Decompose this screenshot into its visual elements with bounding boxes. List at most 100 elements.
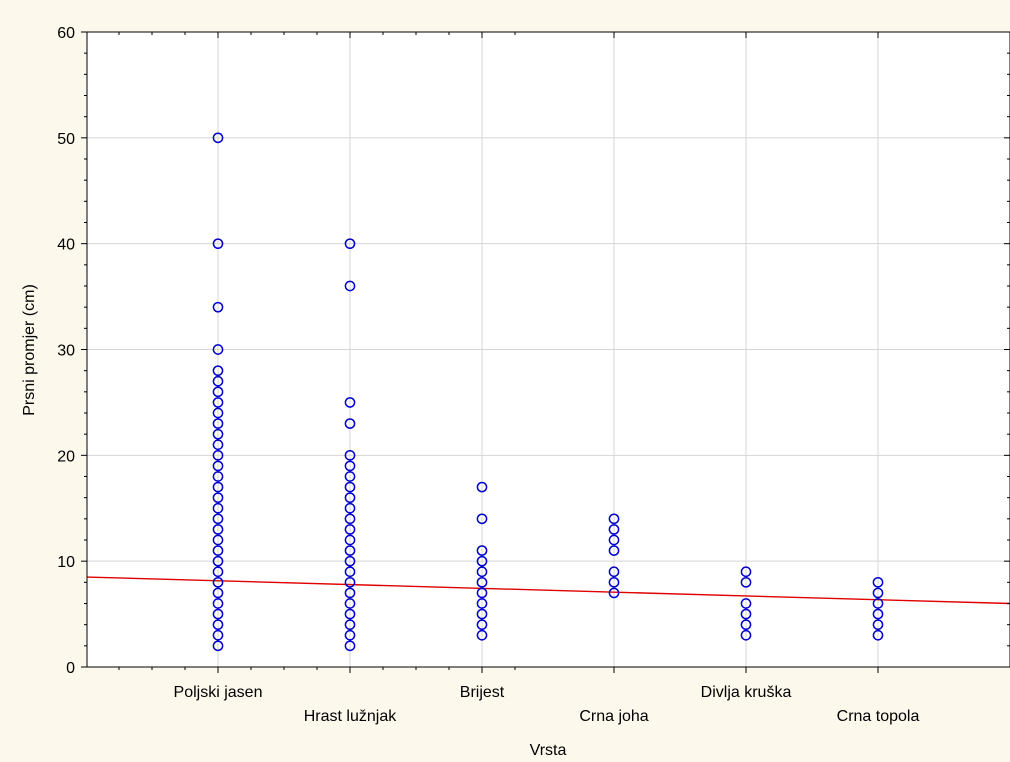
y-axis-title: Prsni promjer (cm) — [21, 284, 38, 416]
data-point — [212, 608, 224, 620]
data-point — [344, 545, 356, 556]
y-tick-label: 20 — [57, 448, 75, 465]
data-point — [344, 576, 356, 588]
data-point — [476, 481, 488, 493]
data-point — [344, 397, 356, 408]
data-point — [872, 598, 884, 609]
data-point — [608, 534, 620, 546]
data-point — [344, 481, 356, 493]
data-point — [344, 449, 356, 461]
data-points — [212, 132, 884, 652]
data-point — [212, 439, 224, 451]
data-point — [608, 524, 620, 535]
x-tick-label: Poljski jasen — [174, 684, 263, 701]
data-point — [212, 365, 224, 377]
data-point — [344, 502, 356, 514]
data-point — [344, 566, 356, 578]
data-point — [212, 449, 224, 461]
data-point — [212, 629, 224, 641]
x-axis-title: Vrsta — [530, 742, 567, 759]
data-point — [212, 132, 224, 144]
data-point — [212, 344, 224, 355]
data-point — [212, 555, 224, 567]
data-point — [212, 492, 224, 504]
data-point — [476, 608, 488, 620]
data-point — [476, 513, 488, 525]
y-tick-label: 40 — [57, 237, 75, 254]
data-point — [344, 418, 356, 429]
data-point — [344, 238, 356, 250]
x-tick-label: Crna joha — [579, 708, 648, 725]
data-point — [212, 534, 224, 546]
data-point — [344, 534, 356, 546]
trend-line — [86, 576, 1010, 605]
data-point — [212, 428, 224, 440]
data-point — [212, 524, 224, 535]
y-tick-label: 60 — [57, 25, 75, 42]
data-point — [344, 608, 356, 620]
data-point — [344, 280, 356, 292]
data-point — [344, 513, 356, 525]
data-point — [212, 619, 224, 631]
data-point — [344, 619, 356, 631]
data-point — [344, 471, 356, 482]
data-point — [212, 587, 224, 599]
data-point — [476, 555, 488, 567]
data-point — [212, 566, 224, 578]
data-point — [212, 386, 224, 398]
data-point — [344, 629, 356, 641]
x-tick-label: Crna topola — [837, 708, 920, 725]
y-tick-label: 10 — [57, 554, 75, 571]
data-point — [212, 471, 224, 482]
data-point — [212, 460, 224, 472]
data-point — [872, 576, 884, 588]
data-point — [344, 640, 356, 652]
data-point — [740, 608, 752, 620]
y-tick-label: 50 — [57, 131, 75, 148]
data-point — [608, 587, 620, 599]
y-tick-labels: 0 10 20 30 40 50 60 — [57, 25, 75, 677]
data-point — [344, 555, 356, 567]
data-point — [476, 545, 488, 556]
data-point — [212, 375, 224, 387]
data-point — [212, 238, 224, 250]
data-point — [476, 629, 488, 641]
data-point — [344, 460, 356, 472]
data-point — [872, 587, 884, 599]
grid-lines — [87, 32, 1010, 667]
data-point — [608, 513, 620, 525]
data-point — [608, 566, 620, 578]
x-tick-label: Hrast lužnjak — [304, 708, 397, 725]
data-point — [212, 407, 224, 419]
data-point — [476, 598, 488, 609]
data-point — [212, 513, 224, 525]
data-point — [212, 481, 224, 493]
data-point — [212, 301, 224, 313]
data-point — [608, 576, 620, 588]
x-tick-label: Brijest — [460, 684, 505, 701]
data-point — [740, 566, 752, 578]
data-point — [344, 492, 356, 504]
x-tick-labels: Poljski jasen Hrast lužnjak Brijest Crna jo… — [174, 684, 920, 725]
x-tick-label: Divlja kruška — [701, 684, 792, 701]
data-point — [212, 576, 224, 588]
data-point — [212, 640, 224, 652]
data-point — [212, 598, 224, 609]
data-point — [212, 502, 224, 514]
data-point — [476, 619, 488, 631]
data-point — [740, 576, 752, 588]
data-point — [212, 418, 224, 429]
data-point — [872, 608, 884, 620]
data-point — [344, 587, 356, 599]
data-point — [872, 619, 884, 631]
data-point — [476, 566, 488, 578]
data-point — [608, 545, 620, 556]
data-point — [740, 619, 752, 631]
y-tick-label: 0 — [66, 660, 75, 677]
data-point — [344, 524, 356, 535]
data-point — [740, 598, 752, 609]
data-point — [344, 598, 356, 609]
data-point — [476, 576, 488, 588]
